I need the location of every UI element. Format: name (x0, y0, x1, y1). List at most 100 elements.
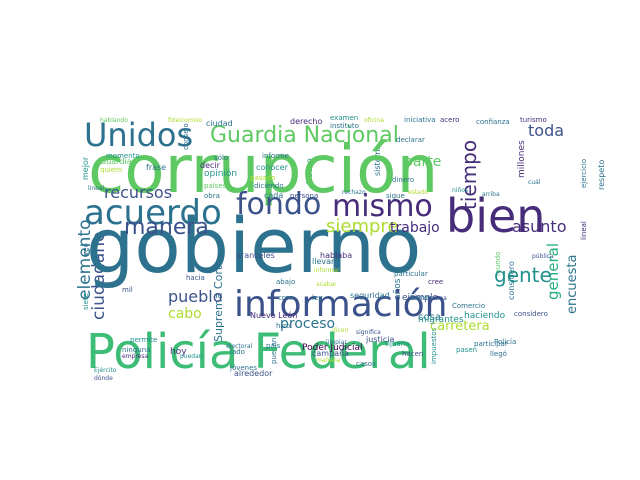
word-mejor: consejo (182, 123, 190, 150)
word-hablando: fideicomiso (168, 117, 203, 124)
word-gobierno: gobierno (86, 201, 421, 290)
word-frase: frase (146, 163, 166, 172)
word-manera: manera (124, 215, 209, 240)
word-creo: abajo (276, 278, 295, 286)
word-electoral: puedan (180, 353, 203, 360)
word-anos: sigue (386, 192, 405, 200)
word-guardia: Guardia (100, 157, 132, 166)
word-cosa: cosa (418, 312, 441, 323)
word-arriba: ejercicio (580, 159, 588, 188)
word-hacen: llegó (490, 350, 507, 358)
word-decir: persona (290, 192, 318, 200)
word-mundo: pública (532, 253, 554, 260)
word-impuestos: lineal (580, 221, 588, 240)
word-millones: mejor (81, 156, 90, 180)
word-pais: creo (278, 294, 293, 302)
word-hoy: hoy (170, 347, 187, 357)
word-pasado: países (204, 182, 227, 190)
word-opinion: opinión (204, 168, 237, 179)
word-bien: bien (446, 189, 545, 243)
word-trabajo: trabajo (390, 220, 440, 236)
word-carretera: carretera (430, 319, 490, 334)
word-general: general (544, 243, 562, 300)
word-permite: empresa (122, 353, 148, 360)
word-sistema: declarar (396, 136, 425, 144)
word-suprema-corte: Suprema Corte (212, 259, 225, 342)
word-acero: acero (440, 116, 459, 124)
word-sigue: niños (452, 187, 468, 194)
word-publica: ninguna (122, 346, 150, 354)
word-parte: parte (404, 154, 441, 170)
word-policia: considero (514, 310, 548, 318)
word-alrededor: electoral (226, 343, 253, 350)
word-ninguna: Ejército (94, 367, 117, 374)
word-nuevo-leon: Nuevo León (250, 310, 297, 320)
word-ejemplo: ejemplo (402, 293, 439, 303)
word-acuerdo: acuerdo (84, 193, 222, 233)
word-pueblo: pueblo (168, 287, 223, 306)
word-oficina: sistema (373, 145, 382, 176)
word-dicen: hizo (276, 322, 290, 330)
word-participar: considero (507, 261, 516, 300)
word-puedan: mañana (316, 357, 341, 364)
word-rechazo: hacen (402, 350, 423, 358)
word-actuar: arriba (482, 191, 500, 198)
word-consejo: pasado (250, 174, 275, 182)
word-hacia: lineal (88, 185, 105, 192)
word-poder-judicial: Poder Judicial (302, 343, 362, 353)
word-nuevo: mil (122, 286, 133, 294)
word-hicieron: millones (517, 140, 527, 178)
word-examen: examen (330, 114, 358, 122)
word-manana: dicen (332, 327, 348, 334)
word-obra: cada (264, 191, 283, 200)
word-confianza: confianza (476, 118, 510, 126)
word-bienes: Tijuana (383, 340, 409, 348)
word-pasen: Policía (494, 338, 516, 346)
word-fondo: fondo (236, 187, 321, 222)
word-diciendo: obra (204, 192, 220, 200)
word-mismo: mismo (332, 189, 433, 224)
word-asunto: asunto (512, 217, 566, 236)
word-instituto: dinero (392, 176, 414, 184)
word-casos: país (266, 342, 281, 350)
word-siempre: siempre (326, 216, 399, 237)
word-momento: hablando (100, 117, 128, 124)
word-abajo: informar (314, 267, 340, 274)
word-paises: decir (200, 161, 221, 170)
word-hizo: ley (312, 294, 322, 302)
word-conocer: diciendo (254, 182, 284, 190)
word-empresa: dónde (94, 375, 113, 382)
word-cual: impuestos (430, 327, 438, 364)
word-toda: toda (528, 121, 564, 140)
word-hablaba: particular (394, 270, 428, 278)
word-derecho: derecho (290, 117, 323, 126)
word-seguridad: seguridad (350, 291, 390, 300)
word-siete: acabar (316, 281, 337, 288)
word-migrantes: migrantes (418, 315, 464, 325)
word-buena: años (393, 278, 403, 300)
word-peso: hacia (186, 274, 205, 282)
word-aranceles: aranceles (236, 251, 275, 260)
word-tarea: casos (356, 360, 376, 368)
word-comercio: significa (356, 329, 381, 336)
word-ejercito: alrededor (234, 369, 273, 378)
word-llego: participar (474, 340, 508, 348)
word-cree: Comercio (452, 302, 485, 310)
word-proceso: proceso (280, 316, 335, 332)
word-justicia: justicia (365, 335, 394, 344)
word-informe: conocer (256, 163, 289, 172)
word-ley: hablaba (320, 251, 352, 260)
word-donde: jóvenes (229, 364, 257, 372)
word-particular: buena (428, 295, 447, 302)
word-iniciativa: iniciativa (404, 116, 436, 124)
word-jovenes: lado (230, 348, 245, 356)
word-gente: gente (494, 263, 552, 287)
word-unidos: Unidos (84, 116, 193, 154)
word-mal: limpiar (326, 339, 347, 346)
word-federal: permite (130, 336, 157, 344)
word-ejercicio: cuál (528, 179, 541, 186)
word-recursos: recursos (104, 183, 172, 202)
word-solo: informe (262, 152, 289, 160)
word-tijuana: pasen (456, 346, 477, 354)
